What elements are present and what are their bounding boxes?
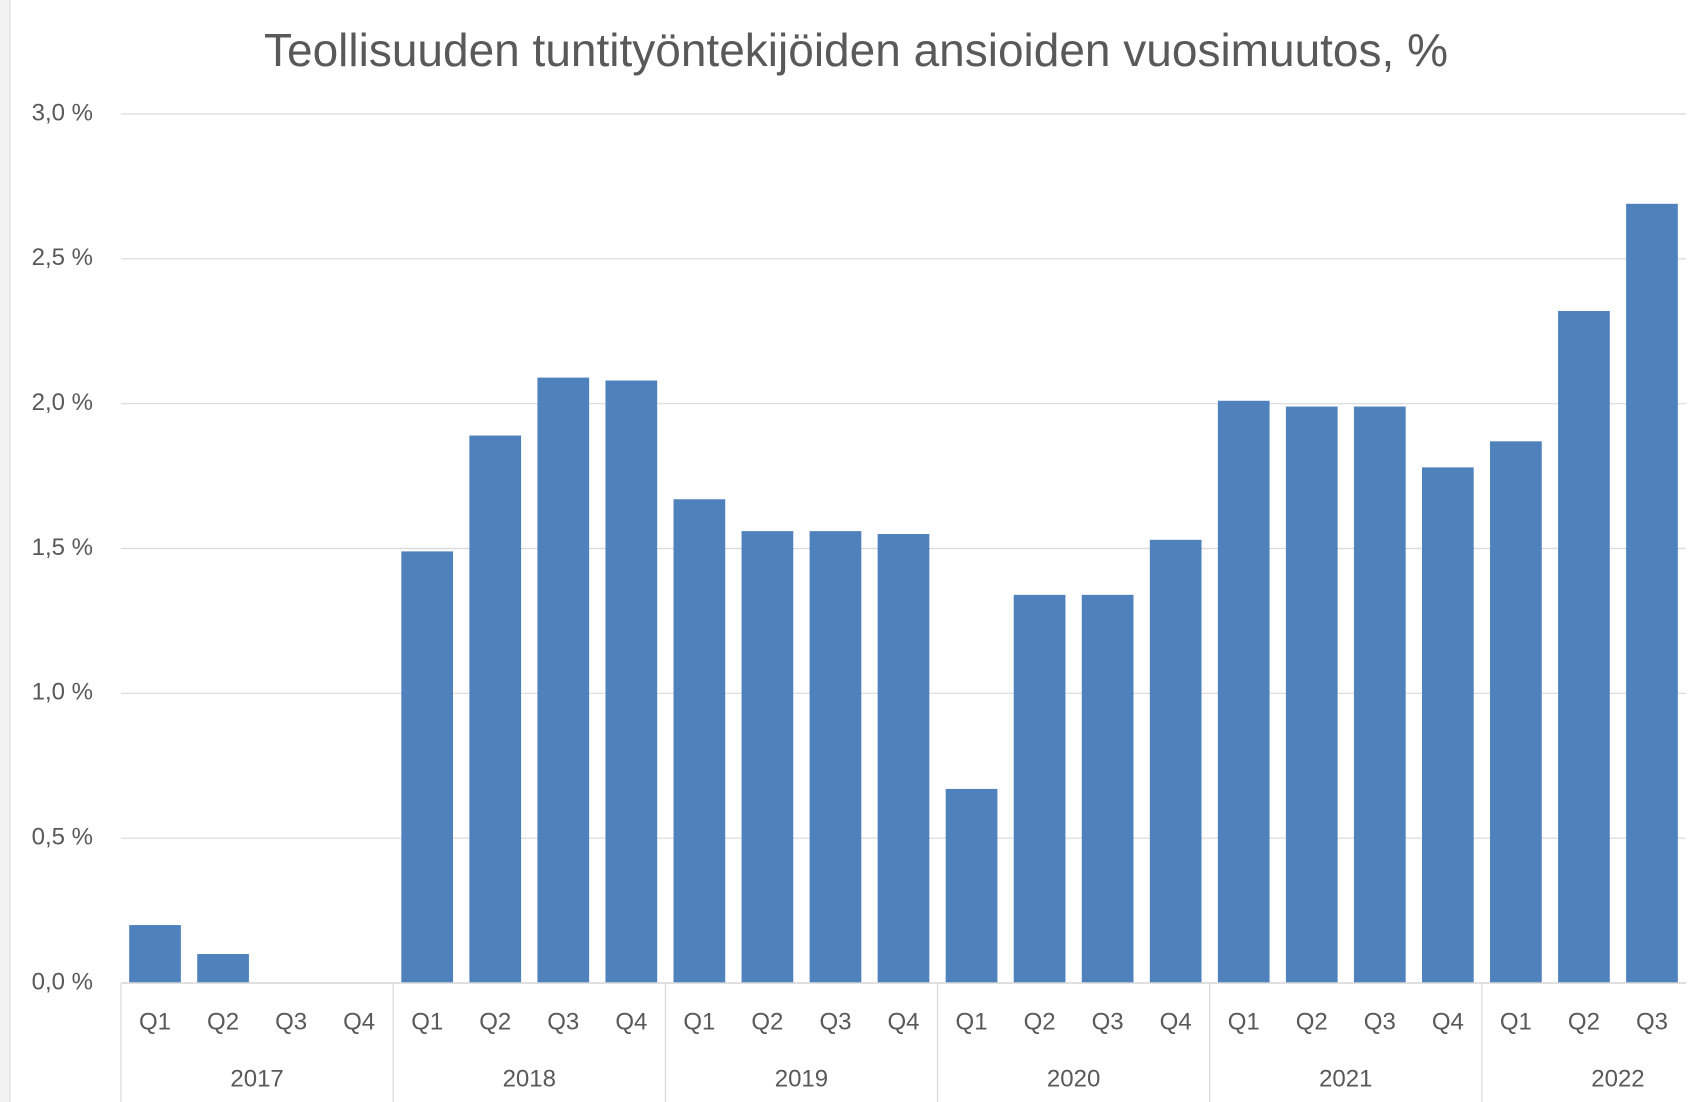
x-tick-label: Q2	[751, 1008, 783, 1035]
group-label: 2018	[503, 1065, 556, 1092]
bar	[1353, 406, 1406, 983]
bar	[1285, 406, 1338, 983]
group-label: 2017	[230, 1065, 283, 1092]
x-tick-label: Q1	[956, 1008, 988, 1035]
bar	[877, 534, 930, 983]
y-tick-label: 1,0 %	[32, 679, 93, 706]
y-tick-label: 1,5 %	[32, 534, 93, 561]
y-tick-label: 2,0 %	[32, 389, 93, 416]
x-tick-label: Q3	[819, 1008, 851, 1035]
bar	[1217, 400, 1270, 983]
group-label: 2022	[1591, 1065, 1644, 1092]
bar	[401, 551, 454, 983]
bar	[809, 531, 862, 983]
bar	[1013, 594, 1066, 983]
x-tick-label: Q2	[207, 1008, 239, 1035]
bar	[537, 377, 590, 983]
frame-edge	[0, 0, 10, 1102]
y-tick-label: 3,0 %	[32, 99, 93, 126]
x-tick-label: Q3	[275, 1008, 307, 1035]
y-tick-label: 2,5 %	[32, 244, 93, 271]
group-label: 2019	[775, 1065, 828, 1092]
x-tick-label: Q4	[1160, 1008, 1192, 1035]
x-tick-label: Q4	[1432, 1008, 1464, 1035]
x-tick-label: Q2	[1024, 1008, 1056, 1035]
x-tick-label: Q1	[411, 1008, 443, 1035]
bar	[1081, 594, 1134, 983]
x-tick-label: Q2	[479, 1008, 511, 1035]
x-tick-label: Q4	[615, 1008, 647, 1035]
x-tick-label: Q3	[1364, 1008, 1396, 1035]
x-tick-label: Q2	[1296, 1008, 1328, 1035]
x-tick-label: Q1	[683, 1008, 715, 1035]
bar	[1558, 310, 1610, 983]
bar	[469, 435, 522, 983]
y-tick-label: 0,5 %	[32, 824, 93, 851]
y-tick-label: 0,0 %	[32, 968, 93, 995]
x-tick-label: Q3	[547, 1008, 579, 1035]
x-tick-label: Q3	[1092, 1008, 1124, 1035]
chart-title: Teollisuuden tuntityöntekijöiden ansioid…	[264, 24, 1448, 76]
bar	[945, 788, 998, 983]
bar	[605, 380, 658, 983]
bar	[1626, 203, 1678, 984]
x-tick-label: Q4	[343, 1008, 375, 1035]
x-tick-label: Q1	[1228, 1008, 1260, 1035]
group-label: 2021	[1319, 1065, 1372, 1092]
x-tick-label: Q1	[139, 1008, 171, 1035]
x-tick-label: Q4	[887, 1008, 919, 1035]
group-label: 2020	[1047, 1065, 1100, 1092]
bar	[673, 499, 726, 983]
bar	[197, 954, 249, 983]
bar	[741, 531, 794, 983]
bar	[129, 925, 181, 983]
x-tick-label: Q3	[1636, 1008, 1668, 1035]
bar	[1490, 441, 1542, 983]
bar	[1149, 539, 1202, 983]
bar	[1421, 467, 1474, 984]
x-tick-label: Q1	[1500, 1008, 1532, 1035]
x-tick-label: Q2	[1568, 1008, 1600, 1035]
